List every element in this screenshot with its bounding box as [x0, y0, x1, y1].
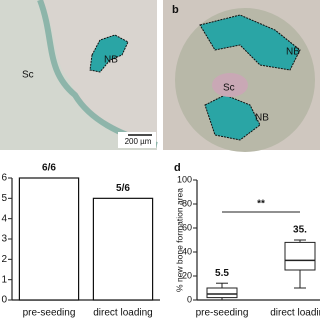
y-axis-label: % new bone formation area	[174, 188, 184, 292]
value-label: 5/6	[116, 183, 130, 194]
mean-label: 5.5	[215, 268, 229, 279]
y-tick-label: 4	[1, 213, 7, 224]
x-tick-label: pre-seeding	[196, 308, 249, 319]
y-tick-label: 2	[1, 254, 7, 265]
tissue-label: Sc	[22, 70, 34, 81]
panel-label: b	[172, 4, 179, 16]
y-tick-label: 100	[177, 174, 192, 184]
significance-label: **	[257, 199, 265, 210]
bone-label: NB	[286, 47, 300, 58]
y-tick-label: 80	[182, 198, 192, 208]
micrograph-right	[163, 0, 320, 152]
bar	[92, 197, 154, 301]
y-tick-label: 20	[182, 270, 192, 280]
value-label: 6/6	[42, 163, 56, 174]
bone-label: NB	[104, 55, 118, 66]
y-tick-label: 0	[187, 294, 192, 304]
bar	[18, 177, 80, 301]
mean-label: 35.	[293, 225, 307, 236]
y-tick-label: 3	[1, 234, 7, 245]
y-tick-label: 0	[1, 295, 7, 306]
x-tick-label: direct loading	[93, 308, 152, 319]
y-tick-label: 1	[1, 274, 7, 285]
y-tick-label: 6	[1, 173, 7, 184]
y-tick-label: 40	[182, 246, 192, 256]
scale-bar-label: 200 µm	[125, 137, 152, 146]
micrograph-left	[0, 0, 158, 150]
box	[206, 287, 238, 299]
y-tick-label: 5	[1, 193, 7, 204]
x-tick-label: direct loading	[270, 308, 320, 319]
tissue-label: Sc	[223, 83, 235, 94]
bone-label: NB	[255, 113, 269, 124]
x-tick-label: pre-seeding	[23, 308, 76, 319]
y-tick-label: 60	[182, 222, 192, 232]
box	[284, 241, 316, 271]
panel-label: d	[174, 162, 181, 174]
